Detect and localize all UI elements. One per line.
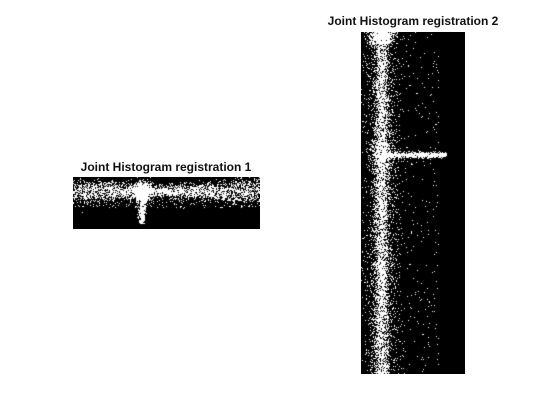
joint-histogram-1	[73, 177, 260, 229]
joint-histogram-2	[361, 32, 465, 374]
histogram-2-title: Joint Histogram registration 2	[328, 14, 499, 28]
histogram-1-title: Joint Histogram registration 1	[81, 160, 252, 174]
